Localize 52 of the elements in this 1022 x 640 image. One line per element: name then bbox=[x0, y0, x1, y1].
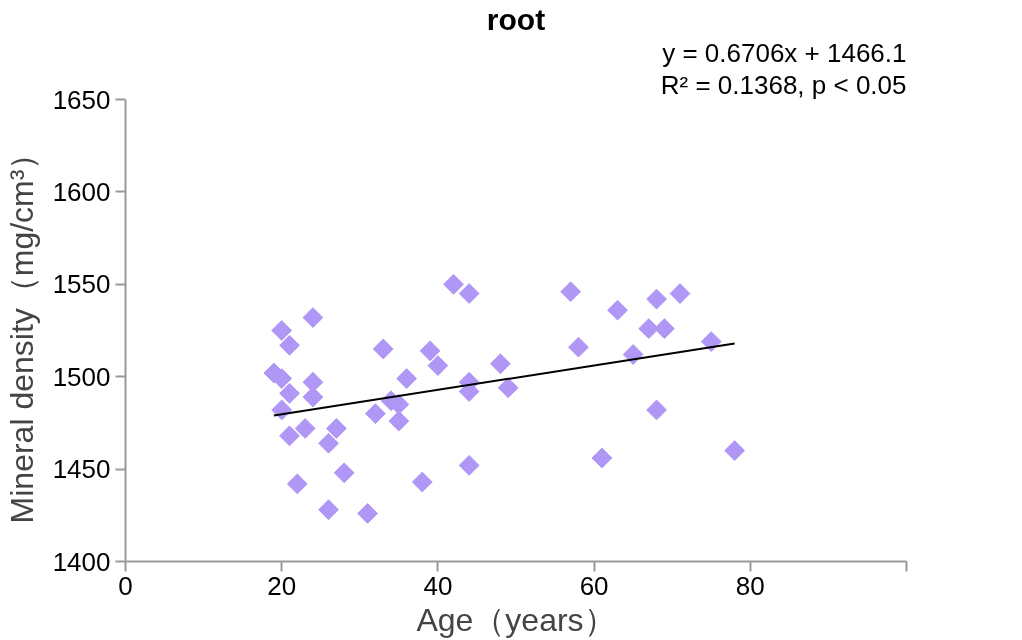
point bbox=[568, 336, 589, 358]
point bbox=[279, 425, 300, 447]
point bbox=[458, 283, 480, 304]
point bbox=[333, 462, 355, 484]
point bbox=[653, 318, 675, 340]
point bbox=[411, 471, 433, 493]
x-axis-title: Age（years） bbox=[416, 601, 616, 638]
point bbox=[279, 382, 300, 404]
point bbox=[646, 399, 667, 421]
point bbox=[560, 281, 582, 303]
point bbox=[325, 418, 347, 439]
y-tick-label: 1550 bbox=[52, 269, 111, 300]
point bbox=[357, 503, 379, 524]
x-tick-label: 80 bbox=[735, 570, 765, 601]
point bbox=[497, 377, 519, 399]
point bbox=[591, 447, 613, 469]
point bbox=[372, 338, 394, 360]
point bbox=[388, 410, 410, 432]
x-tick-label: 60 bbox=[579, 570, 609, 601]
point bbox=[443, 273, 464, 295]
point bbox=[700, 331, 722, 352]
point bbox=[318, 432, 339, 454]
point bbox=[302, 307, 324, 328]
point bbox=[622, 344, 644, 365]
point bbox=[271, 320, 293, 341]
y-tick-label: 1500 bbox=[52, 361, 111, 392]
point bbox=[646, 288, 667, 310]
point bbox=[302, 371, 324, 393]
point bbox=[419, 340, 441, 362]
y-axis-title: Mineral density（mg/cm³） bbox=[3, 137, 40, 524]
x-tick-label: 0 bbox=[118, 570, 133, 601]
point bbox=[286, 473, 308, 495]
annotation: R² = 0.1368, p < 0.05 bbox=[660, 69, 907, 100]
point bbox=[607, 299, 628, 321]
y-tick-label: 1600 bbox=[52, 176, 111, 207]
point bbox=[294, 418, 316, 439]
point bbox=[318, 499, 339, 521]
point bbox=[427, 355, 449, 377]
point bbox=[489, 353, 511, 375]
y-tick-label: 1450 bbox=[52, 454, 111, 485]
point bbox=[279, 334, 300, 356]
chart-title: root bbox=[486, 2, 546, 36]
text: y = 0.6706x + 1466.1 bbox=[662, 37, 907, 68]
point bbox=[365, 403, 386, 425]
point bbox=[724, 440, 746, 462]
x-tick-label: 40 bbox=[423, 570, 453, 601]
point bbox=[669, 283, 691, 304]
point bbox=[396, 368, 418, 389]
point bbox=[458, 455, 480, 476]
y-tick-label: 1650 bbox=[52, 84, 111, 115]
x-tick-label: 20 bbox=[267, 570, 297, 601]
y-tick-label: 1400 bbox=[52, 546, 111, 577]
